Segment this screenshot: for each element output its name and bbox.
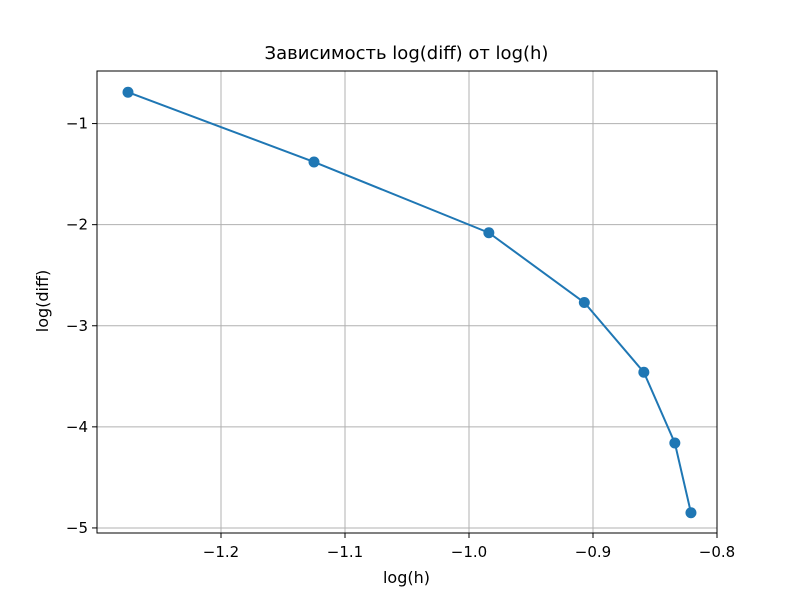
data-point (483, 227, 495, 239)
y-tick-label: −3 (66, 317, 88, 335)
series-layer (122, 86, 697, 519)
data-point (578, 297, 590, 309)
axes-frame (96, 70, 718, 534)
y-tick-label: −5 (66, 519, 88, 537)
y-axis-label: log(diff) (33, 270, 52, 333)
data-point (638, 366, 650, 378)
chart-title: Зависимость log(diff) от log(h) (265, 43, 549, 64)
y-axis: −1 −2 −3 −4 −5 (66, 115, 97, 537)
x-tick-label: −1.1 (327, 543, 363, 561)
data-point (308, 156, 320, 168)
data-point (685, 507, 697, 519)
x-tick-label: −1.0 (451, 543, 487, 561)
x-tick-label: −0.9 (575, 543, 611, 561)
x-axis-label: log(h) (383, 568, 430, 587)
y-tick-label: −2 (66, 216, 88, 234)
y-tick-label: −1 (66, 115, 88, 133)
data-point (122, 86, 134, 98)
x-axis: −1.2 −1.1 −1.0 −0.9 −0.8 (203, 533, 735, 561)
y-tick-label: −4 (66, 418, 88, 436)
data-point (669, 437, 681, 449)
x-tick-label: −0.8 (699, 543, 735, 561)
x-tick-label: −1.2 (203, 543, 239, 561)
